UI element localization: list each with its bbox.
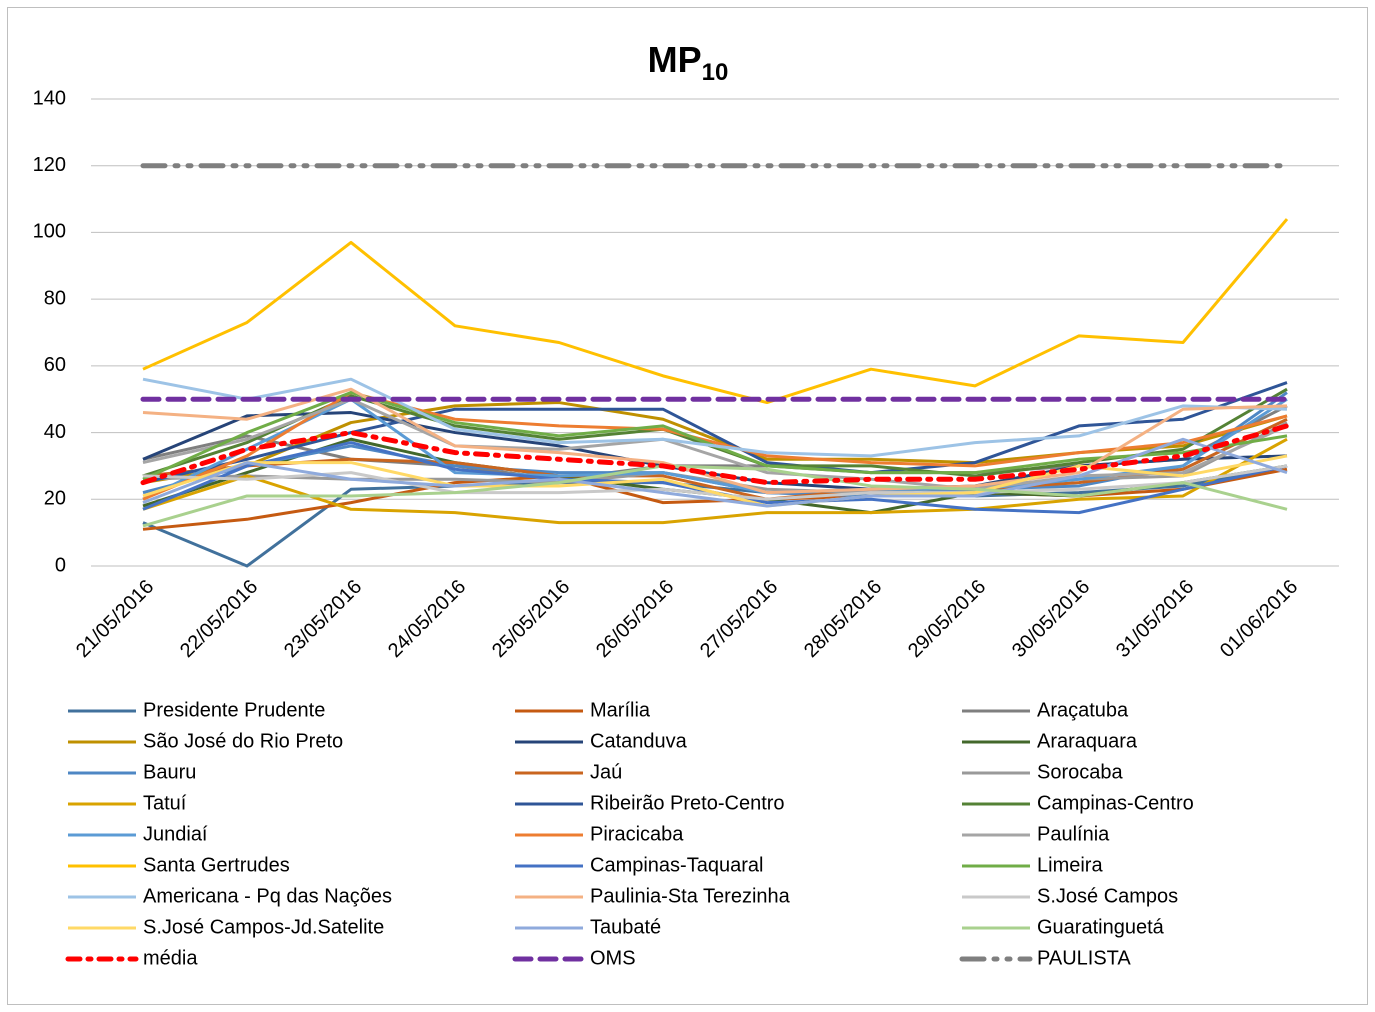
series-line: [142, 437, 1288, 525]
series-line: [142, 421, 1288, 495]
legend-label: média: [143, 947, 198, 969]
legend-label: Guaratinguetá: [1037, 916, 1165, 938]
legend-label: Sorocaba: [1037, 761, 1123, 783]
legend-label: Americana - Pq das Nações: [143, 885, 392, 907]
series-line: [142, 218, 1289, 405]
series-line: [142, 464, 1288, 501]
title-main: MP: [648, 39, 702, 80]
chart-border: [7, 7, 1368, 1005]
series-line: [142, 387, 1288, 495]
series-line: [142, 397, 1288, 491]
legend-label: Campinas-Centro: [1037, 792, 1194, 814]
legend-label: Presidente Prudente: [143, 699, 325, 721]
title-subscript: 10: [702, 59, 729, 86]
legend-label: Paulínia: [1037, 823, 1110, 845]
legend-label: Ribeirão Preto-Centro: [590, 792, 785, 814]
legend-label: São José do Rio Preto: [143, 730, 343, 752]
y-tick-label: 40: [44, 421, 66, 443]
legend-label: Campinas-Taquaral: [590, 854, 763, 876]
legend-label: S.José Campos: [1037, 885, 1178, 907]
legend-label: Taubaté: [590, 916, 661, 938]
legend-label: PAULISTA: [1037, 947, 1131, 969]
y-tick-label: 0: [55, 554, 66, 576]
legend-label: Marília: [590, 699, 651, 721]
series-line: [140, 423, 1290, 486]
legend-label: Araraquara: [1037, 730, 1138, 752]
series-line: [142, 397, 1288, 501]
legend-label: Bauru: [143, 761, 196, 783]
legend-label: Paulinia-Sta Terezinha: [590, 885, 791, 907]
legend-label: Santa Gertrudes: [143, 854, 290, 876]
legend-label: Jaú: [590, 761, 622, 783]
y-tick-label: 100: [33, 221, 66, 243]
y-tick-label: 80: [44, 287, 66, 309]
series-line: [142, 377, 1288, 458]
series-line: [142, 437, 1288, 508]
y-tick-label: 20: [44, 488, 66, 510]
y-tick-label: 60: [44, 354, 66, 376]
legend-label: Jundiaí: [143, 823, 208, 845]
legend-label: OMS: [590, 947, 636, 969]
chart-title: MP10: [648, 39, 729, 87]
legend-label: S.José Campos-Jd.Satelite: [143, 916, 384, 938]
legend-label: Limeira: [1037, 854, 1103, 876]
legend-label: Araçatuba: [1037, 699, 1129, 721]
y-tick-label: 140: [33, 87, 66, 109]
legend-label: Piracicaba: [590, 823, 684, 845]
series-line: [142, 464, 1288, 528]
legend-label: Catanduva: [590, 730, 688, 752]
series-line: [142, 391, 1288, 501]
y-tick-label: 120: [33, 154, 66, 176]
series-line: [142, 417, 1288, 501]
legend-label: Tatuí: [143, 792, 187, 814]
